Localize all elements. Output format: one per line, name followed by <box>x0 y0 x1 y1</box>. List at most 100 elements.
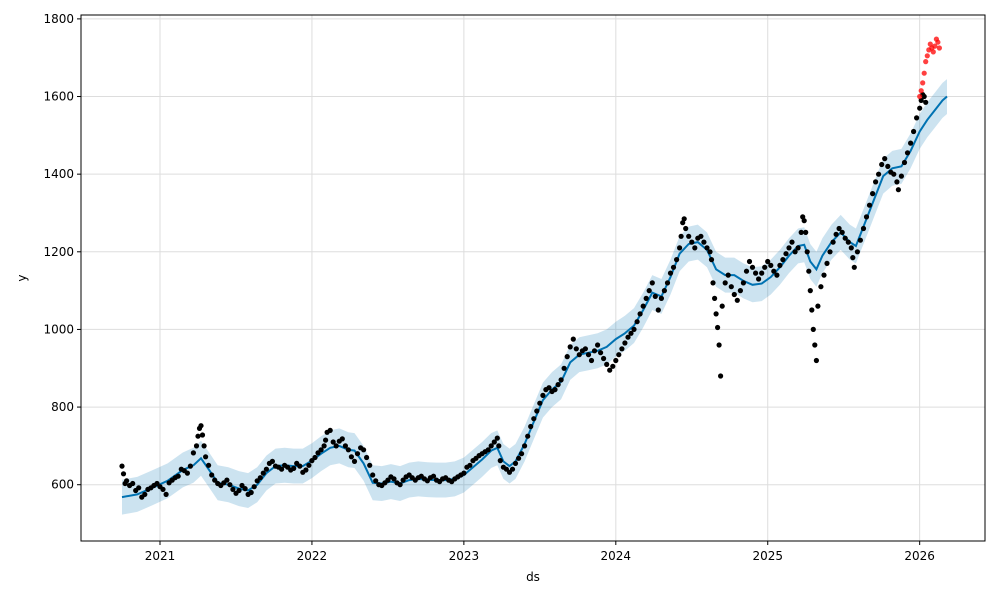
observed-point <box>227 482 233 488</box>
observed-point <box>588 357 595 364</box>
observed-point <box>512 460 519 466</box>
observed-point <box>866 202 873 208</box>
observed-point <box>351 458 358 464</box>
observed-point <box>812 342 818 348</box>
observed-point <box>206 462 212 468</box>
observed-point <box>327 427 333 433</box>
observed-point <box>193 443 200 449</box>
y-axis-ticks: 600 800 1000 1200 1400 1600 1800 <box>43 12 81 492</box>
observed-point <box>667 270 674 276</box>
observed-point <box>637 311 643 317</box>
observed-point <box>561 365 567 371</box>
observed-point <box>876 171 882 177</box>
observed-point <box>879 161 885 168</box>
observed-point <box>661 288 668 294</box>
observed-point <box>643 295 649 301</box>
x-tick-label: 2022 <box>297 549 328 563</box>
observed-point <box>430 473 437 479</box>
observed-point <box>323 437 329 443</box>
observed-point <box>564 354 570 360</box>
observed-point <box>142 491 148 497</box>
observed-point <box>780 257 786 263</box>
observed-point <box>845 239 851 245</box>
observed-point <box>851 264 857 270</box>
observed-point <box>124 478 130 484</box>
observed-point <box>531 416 537 422</box>
observed-point <box>704 245 710 251</box>
observed-point <box>686 233 692 239</box>
observed-point <box>917 105 923 111</box>
observed-point <box>257 475 263 481</box>
grid-lines <box>81 15 985 541</box>
observed-point <box>807 288 813 294</box>
observed-point <box>848 245 854 251</box>
uncertainty-band-area <box>122 79 947 515</box>
observed-point <box>681 216 687 222</box>
observed-point <box>698 233 704 239</box>
observed-point <box>195 433 201 439</box>
observed-point <box>658 295 665 301</box>
observed-point <box>649 280 655 286</box>
observed-point <box>664 280 671 286</box>
observed-point <box>701 239 707 245</box>
observed-point <box>251 484 257 490</box>
observed-point <box>806 268 812 274</box>
observed-point <box>734 297 740 303</box>
observed-point <box>683 225 689 232</box>
observed-point <box>901 159 908 166</box>
observed-point <box>297 463 303 469</box>
observed-point <box>567 344 573 350</box>
observed-point <box>291 465 297 471</box>
observed-point <box>248 489 254 496</box>
observed-point <box>756 276 762 282</box>
x-tick-label: 2025 <box>752 549 783 563</box>
observed-point <box>774 272 780 278</box>
observed-point <box>552 387 558 393</box>
observed-point <box>263 466 269 472</box>
observed-point <box>882 156 888 162</box>
observed-point <box>120 471 127 477</box>
observed-point <box>598 350 604 356</box>
observed-point <box>904 150 911 156</box>
observed-point <box>921 93 927 100</box>
observed-point <box>522 443 528 449</box>
observed-point <box>391 476 397 482</box>
observed-point <box>625 334 631 340</box>
observed-point <box>895 187 902 193</box>
observed-point <box>894 179 900 185</box>
observed-point <box>810 326 816 332</box>
x-axis-label: ds <box>526 570 540 584</box>
observed-point <box>898 173 905 179</box>
observed-point <box>792 249 798 255</box>
observed-point <box>130 480 136 487</box>
observed-points <box>119 92 929 500</box>
observed-point <box>863 214 870 220</box>
observed-point <box>242 486 248 492</box>
observed-point <box>712 295 718 301</box>
observed-point <box>768 262 774 268</box>
y-tick-label: 1600 <box>43 90 74 104</box>
observed-point <box>540 392 546 398</box>
observed-point <box>655 307 661 313</box>
observed-point <box>187 463 193 469</box>
observed-point <box>854 249 861 255</box>
observed-point <box>670 264 677 270</box>
observed-point <box>873 179 879 185</box>
x-tick-label: 2021 <box>145 549 176 563</box>
observed-point <box>339 436 345 442</box>
observed-point <box>497 458 503 464</box>
observed-point <box>818 284 824 290</box>
observed-point <box>731 291 737 298</box>
observed-point <box>160 486 166 492</box>
observed-point <box>628 330 634 336</box>
observed-point <box>777 262 783 268</box>
observed-point <box>345 447 351 453</box>
observed-point <box>370 472 376 478</box>
observed-point <box>312 454 318 461</box>
observed-point <box>230 486 236 492</box>
observed-point <box>870 191 876 197</box>
x-axis-ticks: 2021 2022 2023 2024 2025 2026 <box>145 541 935 563</box>
observed-point <box>674 257 680 263</box>
y-tick-label: 1800 <box>43 12 74 26</box>
